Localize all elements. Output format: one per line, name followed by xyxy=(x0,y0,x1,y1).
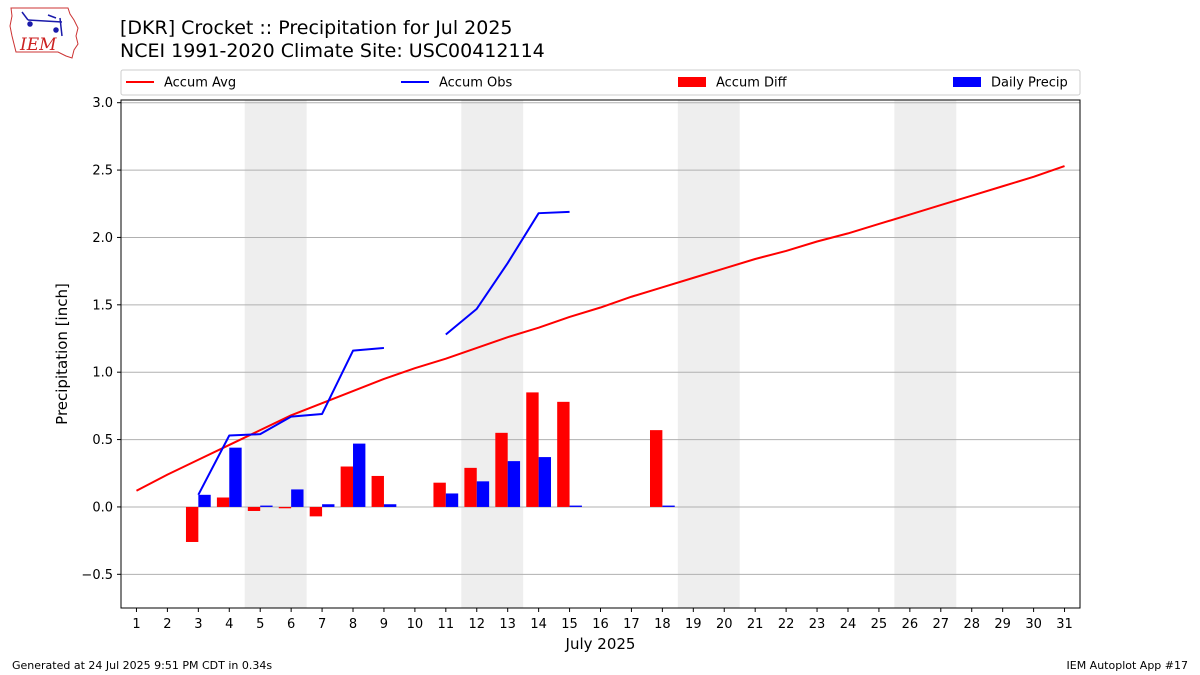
x-tick-label: 31 xyxy=(1056,617,1073,632)
logo-text: IEM xyxy=(19,35,57,55)
x-tick-label: 17 xyxy=(623,617,640,632)
y-tick-label: 1.0 xyxy=(92,366,113,381)
daily-precip-bar-7 xyxy=(322,504,335,507)
x-tick-label: 7 xyxy=(318,617,326,632)
daily-precip-bar-11 xyxy=(445,493,459,507)
accum-diff-bar-3 xyxy=(185,506,199,542)
x-tick-label: 8 xyxy=(349,617,357,632)
legend-label-daily-precip: Daily Precip xyxy=(991,76,1068,91)
x-tick-label: 27 xyxy=(933,617,950,632)
accum-diff-bar-12 xyxy=(464,467,477,507)
generated-footer: Generated at 24 Jul 2025 9:51 PM CDT in … xyxy=(12,659,273,672)
y-tick-label: 0.0 xyxy=(92,500,113,515)
x-tick-label: 18 xyxy=(654,617,671,632)
legend-label-accum-diff: Accum Diff xyxy=(716,76,788,91)
accum-obs-line-segment-0 xyxy=(197,346,385,496)
x-tick-label: 15 xyxy=(561,617,578,632)
bars-layer xyxy=(185,392,675,542)
daily-precip-bar-14 xyxy=(538,457,552,507)
weekend-band-1 xyxy=(461,100,524,608)
legend-swatch-accum-diff xyxy=(678,77,706,87)
y-tick-label: 0.5 xyxy=(92,433,113,448)
x-axis-label: July 2025 xyxy=(565,635,636,653)
y-tick-label: 1.5 xyxy=(92,298,113,313)
x-tick-label: 6 xyxy=(287,617,295,632)
weekend-shading xyxy=(244,100,957,608)
x-tick-label: 23 xyxy=(809,617,826,632)
daily-precip-bar-6 xyxy=(291,489,304,507)
y-axis-label: Precipitation [inch] xyxy=(53,283,71,425)
accum-diff-bar-9 xyxy=(371,475,384,507)
axis-ticks: −0.50.00.51.01.52.02.53.01 2 3 4 5 6 7 8 9 10 11 12… xyxy=(81,96,1072,632)
x-tick-label: 11 xyxy=(438,617,455,632)
x-tick-label: 29 xyxy=(994,617,1011,632)
x-tick-label: 20 xyxy=(716,617,733,632)
x-tick-label: 25 xyxy=(871,617,888,632)
accum-diff-bar-15 xyxy=(557,401,570,507)
grid-lines xyxy=(121,102,1080,575)
daily-precip-bar-4 xyxy=(229,447,242,507)
accum-diff-bar-14 xyxy=(526,392,539,507)
x-tick-label: 19 xyxy=(685,617,702,632)
weekend-band-2 xyxy=(677,100,740,608)
x-tick-label: 26 xyxy=(902,617,919,632)
accum-diff-bar-11 xyxy=(433,482,446,507)
daily-precip-bar-12 xyxy=(476,481,490,507)
y-tick-label: 2.0 xyxy=(92,231,113,246)
x-tick-label: 1 xyxy=(132,617,140,632)
legend-label-accum-obs: Accum Obs xyxy=(439,76,512,91)
x-tick-label: 30 xyxy=(1025,617,1042,632)
x-tick-label: 5 xyxy=(256,617,264,632)
accum-avg-line-segment-0 xyxy=(136,165,1065,492)
x-tick-label: 4 xyxy=(225,617,233,632)
chart-subtitle: NCEI 1991-2020 Climate Site: USC00412114 xyxy=(120,40,545,62)
daily-precip-bar-18 xyxy=(662,505,675,507)
accum-diff-bar-6 xyxy=(278,506,292,509)
x-tick-label: 28 xyxy=(963,617,980,632)
x-tick-label: 14 xyxy=(530,617,547,632)
legend: Accum Avg Accum Obs Accum Diff Daily Precip xyxy=(120,69,1081,96)
lines-layer xyxy=(136,165,1065,496)
chart-title: [DKR] Crocket :: Precipitation for Jul 2… xyxy=(120,17,513,39)
accum-diff-bar-8 xyxy=(340,466,354,507)
x-tick-label: 12 xyxy=(468,617,485,632)
weekend-band-0 xyxy=(244,100,307,608)
app-footer: IEM Autoplot App #17 xyxy=(1066,659,1189,672)
daily-precip-bar-3 xyxy=(198,494,211,507)
x-tick-label: 21 xyxy=(747,617,764,632)
x-tick-label: 3 xyxy=(194,617,202,632)
x-tick-label: 16 xyxy=(592,617,609,632)
x-tick-label: 13 xyxy=(499,617,516,632)
iem-logo: IEM xyxy=(9,7,79,59)
accum-diff-bar-4 xyxy=(216,497,230,507)
daily-precip-bar-5 xyxy=(260,505,273,507)
y-tick-label: −0.5 xyxy=(81,568,113,583)
x-tick-label: 10 xyxy=(407,617,424,632)
accum-diff-bar-13 xyxy=(495,432,508,507)
x-tick-label: 24 xyxy=(840,617,857,632)
y-tick-label: 2.5 xyxy=(92,164,113,179)
daily-precip-bar-15 xyxy=(569,505,582,507)
daily-precip-bar-8 xyxy=(353,443,366,507)
x-tick-label: 9 xyxy=(380,617,388,632)
y-tick-label: 3.0 xyxy=(92,96,113,111)
accum-obs-line-segment-1 xyxy=(445,210,570,336)
accum-diff-bar-18 xyxy=(649,430,663,507)
weekend-band-3 xyxy=(894,100,957,608)
weather-station-icon xyxy=(21,11,63,37)
daily-precip-bar-9 xyxy=(383,504,397,507)
daily-precip-bar-13 xyxy=(507,461,521,507)
legend-box xyxy=(120,69,1081,96)
legend-label-accum-avg: Accum Avg xyxy=(164,76,236,91)
x-tick-label: 2 xyxy=(163,617,171,632)
legend-swatch-daily-precip xyxy=(953,77,981,87)
accum-diff-bar-5 xyxy=(247,506,261,511)
accum-diff-bar-7 xyxy=(309,506,323,517)
x-tick-label: 22 xyxy=(778,617,795,632)
